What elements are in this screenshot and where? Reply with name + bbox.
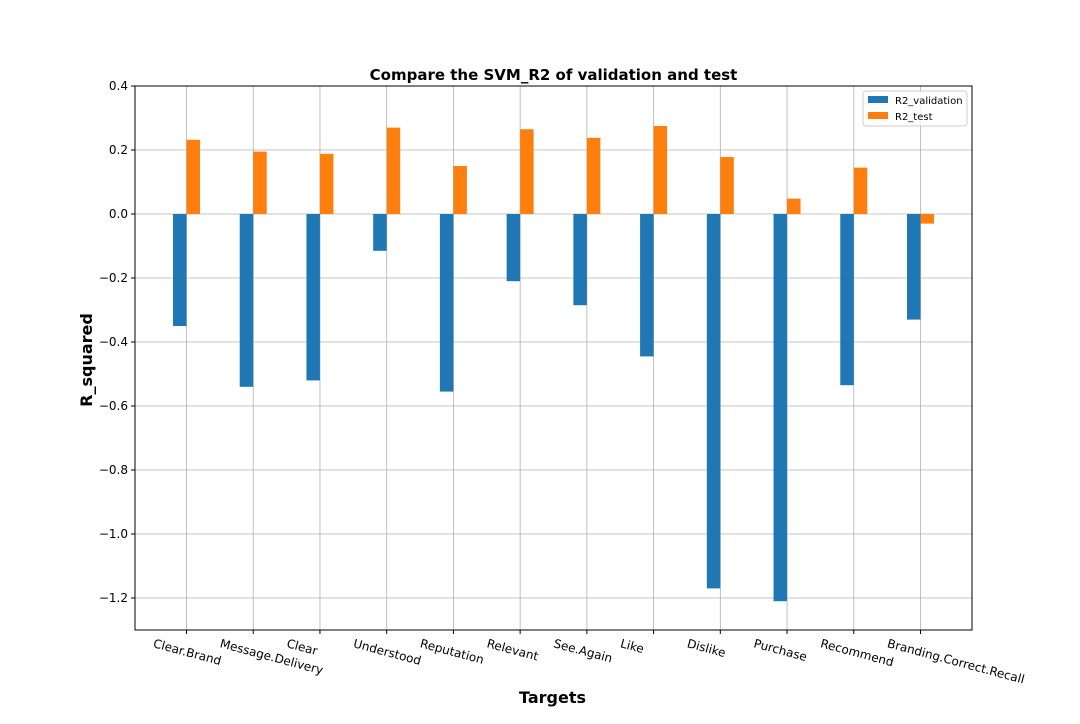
bars bbox=[173, 126, 934, 602]
y-tick-label: −0.4 bbox=[99, 335, 128, 349]
y-tick-label: −0.8 bbox=[99, 463, 128, 477]
x-tick-label: Like bbox=[619, 636, 646, 656]
bar-r2-test bbox=[520, 129, 534, 214]
bar-r2-test bbox=[720, 157, 734, 214]
bar-r2-test bbox=[920, 214, 934, 224]
bar-r2-validation bbox=[239, 214, 254, 387]
bar-r2-test bbox=[787, 198, 801, 214]
y-tick-label: −1.0 bbox=[99, 527, 128, 541]
bar-r2-test bbox=[386, 127, 401, 214]
y-tick-label: 0.0 bbox=[109, 207, 128, 221]
bar-r2-validation bbox=[773, 214, 788, 602]
bar-r2-validation bbox=[373, 214, 387, 251]
y-tick-label: −0.6 bbox=[99, 399, 128, 413]
y-axis-label: R_squared bbox=[77, 313, 96, 407]
bar-r2-test bbox=[253, 151, 267, 214]
x-axis-label: Targets bbox=[519, 688, 586, 707]
bar-r2-validation bbox=[640, 214, 654, 357]
bar-r2-validation bbox=[706, 214, 721, 589]
y-tick-label: −1.2 bbox=[99, 591, 128, 605]
bar-r2-validation bbox=[173, 214, 187, 326]
legend: R2_validation R2_test bbox=[862, 90, 968, 127]
legend-swatch-r2-validation bbox=[868, 96, 888, 103]
bar-r2-validation bbox=[306, 214, 320, 381]
bar-r2-test bbox=[186, 139, 200, 214]
bar-r2-validation bbox=[907, 214, 921, 320]
bar-r2-validation bbox=[573, 214, 587, 306]
bar-r2-validation bbox=[506, 214, 521, 282]
bar-r2-test bbox=[853, 167, 868, 214]
plot-frame bbox=[134, 85, 973, 631]
y-tick-label: 0.2 bbox=[109, 143, 128, 157]
bar-r2-validation bbox=[439, 214, 454, 392]
chart-title: Compare the SVM_R2 of validation and tes… bbox=[370, 66, 738, 84]
legend-label-r2-test: R2_test bbox=[895, 112, 933, 123]
bar-r2-test bbox=[586, 137, 601, 214]
legend-box bbox=[862, 90, 968, 127]
legend-label-r2-validation: R2_validation bbox=[895, 96, 963, 107]
bar-r2-test bbox=[653, 126, 668, 214]
y-tick-label: 0.4 bbox=[109, 79, 128, 93]
legend-swatch-r2-test bbox=[868, 112, 888, 119]
bar-r2-validation bbox=[840, 214, 854, 386]
bar-r2-test bbox=[453, 166, 467, 214]
y-tick-label: −0.2 bbox=[99, 271, 128, 285]
bar-r2-test bbox=[319, 153, 334, 214]
